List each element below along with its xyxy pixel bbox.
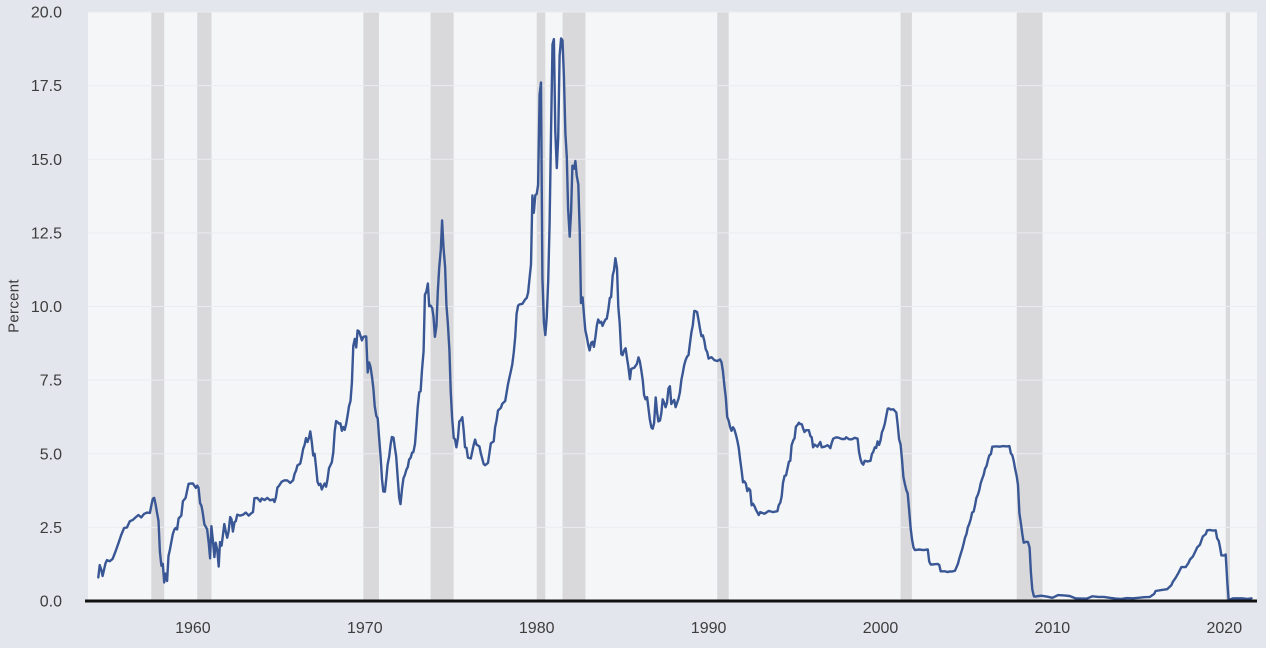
y-tick-label: 7.5 <box>40 373 62 390</box>
y-tick-label: 12.5 <box>31 225 62 242</box>
y-tick-label: 5.0 <box>40 446 62 463</box>
x-tick-label: 1960 <box>175 620 211 637</box>
y-tick-label: 20.0 <box>31 5 62 22</box>
x-tick-label: 2010 <box>1035 620 1071 637</box>
x-tick-label: 1970 <box>347 620 383 637</box>
rate-line <box>97 37 1253 601</box>
x-tick-label: 2020 <box>1207 620 1243 637</box>
y-tick-label: 10.0 <box>31 299 62 316</box>
y-tick-label: 17.5 <box>31 78 62 95</box>
y-tick-label: 15.0 <box>31 152 62 169</box>
y-tick-label: 0.0 <box>40 594 62 611</box>
x-tick-label: 2000 <box>863 620 899 637</box>
x-tick-label: 1980 <box>519 620 555 637</box>
y-tick-label: 2.5 <box>40 520 62 537</box>
x-tick-label: 1990 <box>691 620 727 637</box>
